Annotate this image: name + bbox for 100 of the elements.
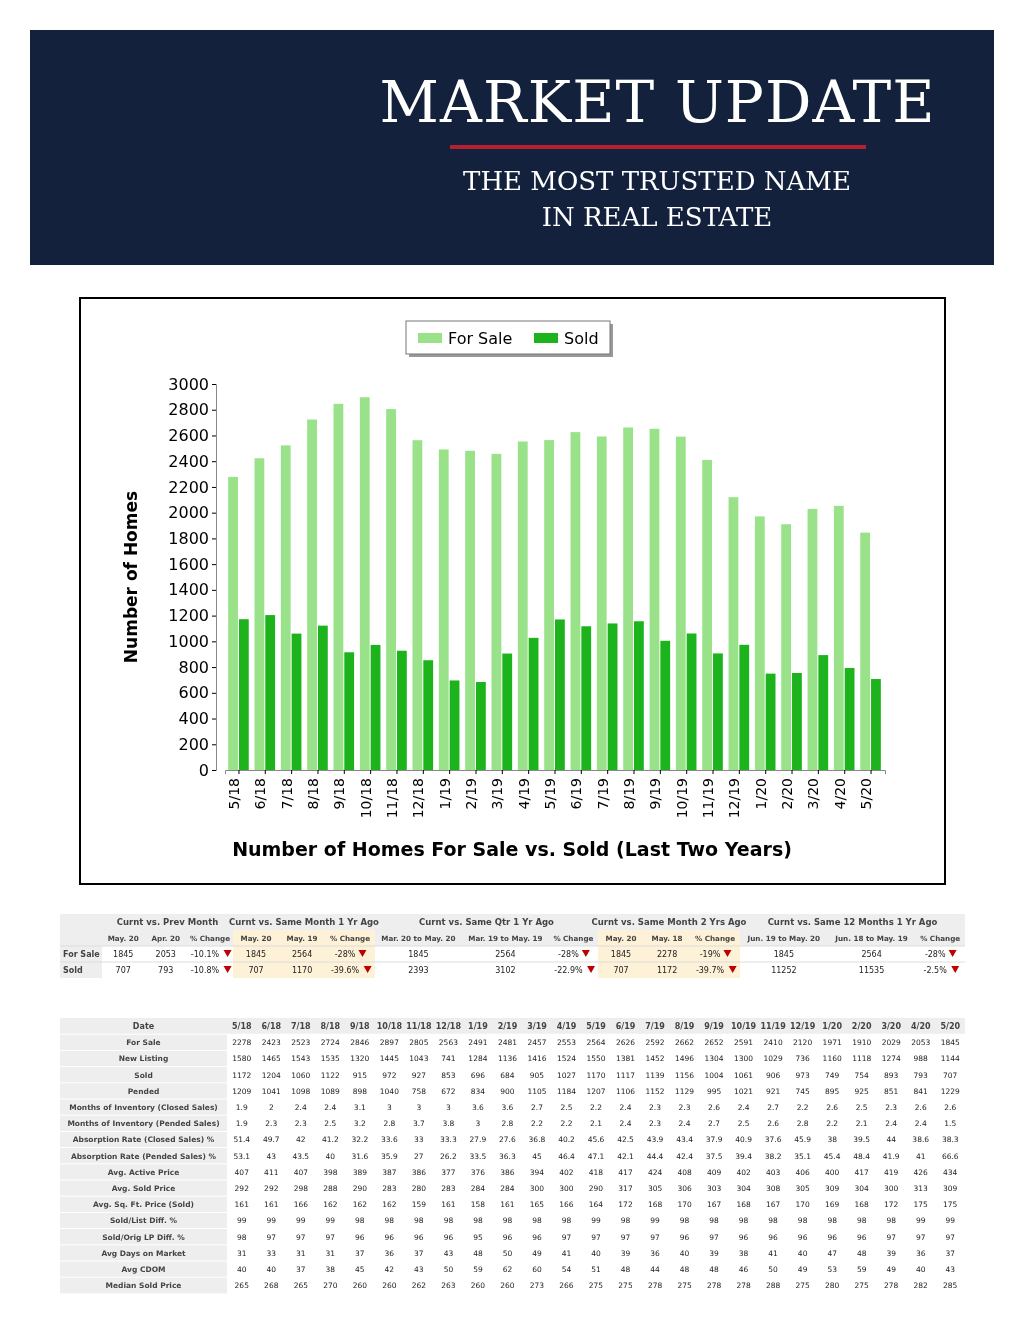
bar — [623, 427, 634, 770]
category-label: 11/19 — [760, 1022, 787, 1031]
category-label: 8/18 — [320, 1022, 341, 1031]
y-tick-label: 2200 — [168, 477, 209, 497]
x-tick-label: 12/18 — [410, 778, 427, 819]
category-label: 3/20 — [881, 1022, 902, 1031]
bar — [570, 432, 581, 770]
bar — [781, 524, 792, 770]
category-label: 10/19 — [731, 1022, 757, 1031]
bar — [555, 619, 565, 770]
x-tick-label: 10/19 — [673, 778, 690, 819]
y-tick-label: 1000 — [168, 631, 209, 651]
bar — [333, 403, 344, 770]
bar — [465, 450, 475, 770]
bar — [449, 680, 460, 770]
x-tick-label: 5/19 — [541, 778, 558, 810]
bar — [544, 440, 554, 770]
data-label: 11535 — [858, 966, 885, 975]
x-tick-label: 5/18 — [225, 778, 242, 810]
bar — [517, 441, 528, 770]
data-label: 1845 — [773, 950, 795, 959]
y-tick-label: 2600 — [168, 426, 209, 446]
bar — [307, 419, 317, 770]
text: Curnt vs. Same Qtr 1 Yr Ago — [419, 917, 555, 927]
y-tick-label: 2800 — [168, 400, 209, 420]
bar — [649, 428, 660, 770]
y-tick-label: 200 — [178, 734, 209, 754]
bar — [423, 660, 434, 770]
y-tick-label: 600 — [178, 683, 209, 703]
y-tick-label: 2000 — [168, 503, 209, 523]
text: For Sale — [63, 950, 101, 959]
x-tick-label: 10/18 — [357, 778, 374, 819]
bar — [370, 644, 381, 770]
bar — [660, 640, 671, 770]
y-tick-label: 800 — [178, 657, 209, 677]
bar — [280, 445, 291, 770]
x-tick-label: 5/20 — [857, 778, 874, 810]
bar — [634, 621, 644, 770]
bar — [607, 623, 618, 770]
bar — [438, 449, 449, 770]
data-label: -2.5% — [923, 966, 948, 975]
bar — [254, 458, 265, 770]
bar — [412, 440, 423, 770]
data-label: 11252 — [771, 966, 797, 975]
data-label: 2564 — [861, 950, 882, 959]
data-label: 707 — [613, 966, 629, 975]
bar — [792, 672, 802, 770]
category-label: 5/18 — [231, 1022, 252, 1031]
bar — [754, 516, 765, 770]
category-label: 7/19 — [645, 1022, 666, 1031]
bar — [713, 653, 723, 770]
y-tick-label: 0 — [198, 760, 209, 780]
bar — [833, 505, 844, 770]
y-tick-label: 1200 — [168, 606, 209, 626]
x-tick-label: 12/19 — [726, 778, 743, 819]
x-tick-label: 3/20 — [805, 778, 822, 810]
data-label: -28% — [334, 950, 356, 959]
bar — [728, 497, 739, 770]
data-label: 2564 — [291, 950, 313, 959]
y-tick-label: 1400 — [168, 580, 209, 600]
x-tick-label: 1/19 — [436, 778, 453, 810]
data-label: 707 — [248, 966, 264, 975]
category-label: 4/19 — [556, 1022, 577, 1031]
bar — [739, 644, 750, 770]
x-tick-label: 4/19 — [515, 778, 532, 810]
category-label: 2/20 — [851, 1022, 872, 1031]
data-label: 2393 — [408, 966, 429, 975]
category-label: 4/20 — [910, 1022, 931, 1031]
data-label: 3102 — [495, 966, 516, 975]
legend-label: Sold — [564, 329, 599, 348]
category-label: 12/18 — [435, 1022, 462, 1031]
text: Curnt vs. Prev Month — [116, 917, 219, 927]
x-tick-label: 8/18 — [304, 778, 321, 810]
text: THE MOST TRUSTED NAME IN REAL ESTATE — [463, 166, 851, 232]
bar — [581, 626, 592, 770]
data-label: 2564 — [495, 950, 516, 959]
category-label: 2/19 — [497, 1022, 518, 1031]
text: Number of Homes For Sale vs. Sold (Last Two Years) — [232, 838, 792, 860]
bar — [844, 667, 855, 770]
x-tick-label: 11/19 — [699, 778, 716, 819]
data-label: 1170 — [291, 966, 313, 975]
x-tick-label: 9/19 — [647, 778, 664, 810]
data-label: -28% — [924, 950, 946, 959]
data-label: -39.7% — [695, 966, 725, 975]
data-label: -10.1% — [190, 950, 220, 959]
category-label: 3/19 — [527, 1022, 548, 1031]
x-tick-label: 7/18 — [278, 778, 295, 810]
x-tick-label: 11/18 — [383, 778, 400, 819]
data-label: 2053 — [155, 950, 176, 959]
x-tick-label: 4/20 — [831, 778, 848, 810]
data-label: -39.6% — [330, 966, 360, 975]
category-label: 7/18 — [290, 1022, 312, 1031]
bar — [686, 633, 697, 770]
data-label: -22.9% — [554, 966, 583, 975]
bar — [317, 625, 328, 770]
text: Sold — [63, 966, 83, 975]
text: Curnt vs. Same Month 1 Yr Ago — [229, 917, 380, 927]
category-label: 12/19 — [790, 1022, 816, 1031]
x-tick-label: 9/18 — [331, 778, 348, 810]
text: Date — [132, 1022, 155, 1031]
